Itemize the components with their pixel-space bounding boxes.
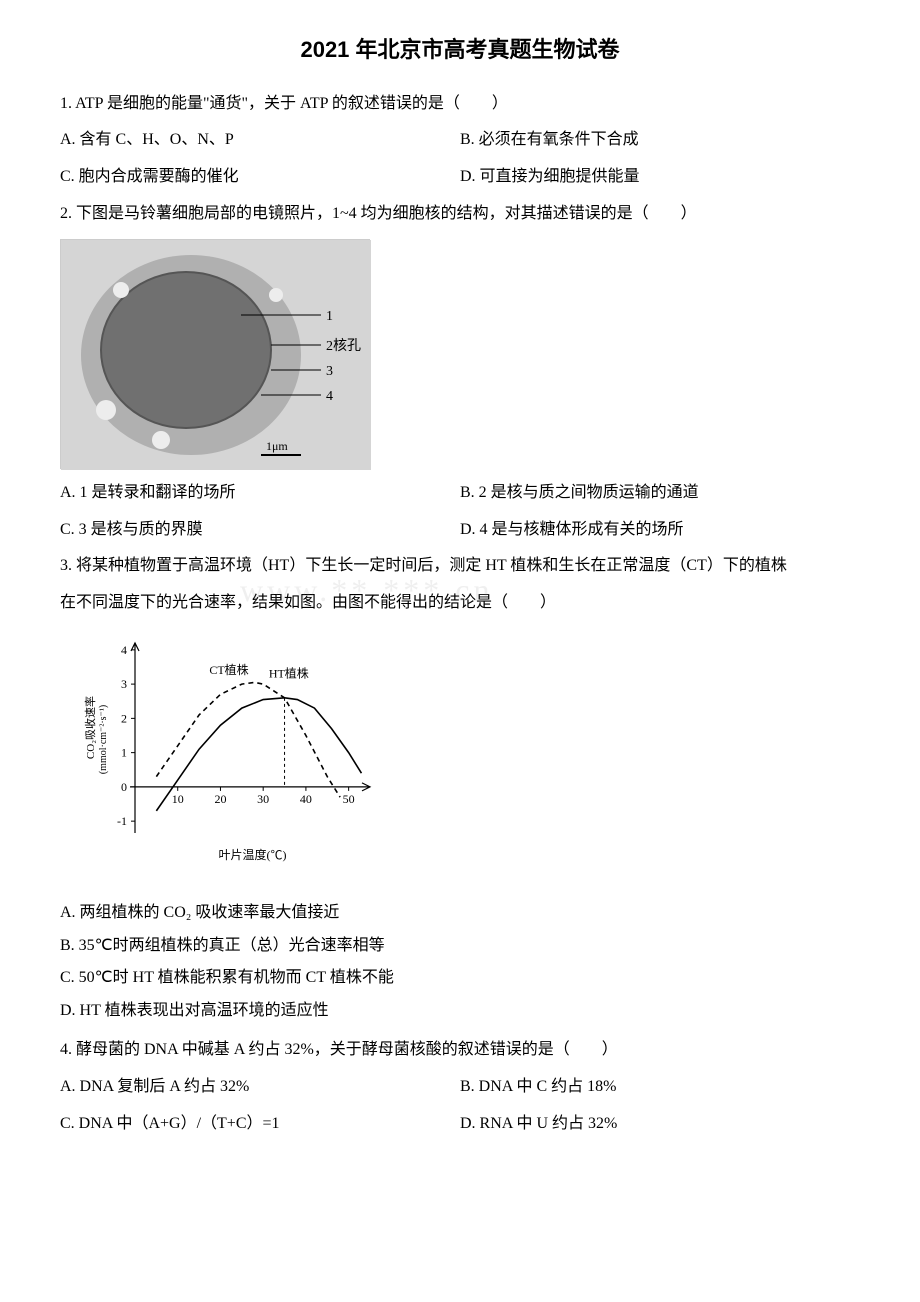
q4-opt-c: C. DNA 中（A+G）/（T+C）=1 <box>60 1110 460 1139</box>
svg-text:4: 4 <box>121 643 127 657</box>
cell-label-3: 3 <box>326 364 333 379</box>
q3-stem-a: 3. 将某种植物置于高温环境（HT）下生长一定时间后，测定 HT 植株和生长在正… <box>60 552 860 581</box>
svg-text:2: 2 <box>121 711 127 725</box>
q1-opt-a: A. 含有 C、H、O、N、P <box>60 126 460 155</box>
q1-opt-b: B. 必须在有氧条件下合成 <box>460 126 860 155</box>
q2-opts-row1: A. 1 是转录和翻译的场所 B. 2 是核与质之间物质运输的通道 <box>60 479 860 508</box>
q2-opts-row2: C. 3 是核与质的界膜 D. 4 是与核糖体形成有关的场所 <box>60 516 860 545</box>
svg-text:HT植株: HT植株 <box>269 665 309 680</box>
q1-opts-row2: C. 胞内合成需要酶的催化 D. 可直接为细胞提供能量 <box>60 163 860 192</box>
q4-opts-row2: C. DNA 中（A+G）/（T+C）=1 D. RNA 中 U 约占 32% <box>60 1110 860 1139</box>
q2-opt-b: B. 2 是核与质之间物质运输的通道 <box>460 479 860 508</box>
cell-label-2: 2核孔 <box>326 338 361 354</box>
q3-opt-c: C. 50℃时 HT 植株能积累有机物而 CT 植株不能 <box>60 964 860 993</box>
q3-stem-b: 在不同温度下的光合速率，结果如图。由图不能得出的结论是（ ） <box>60 589 860 618</box>
q4-opt-a: A. DNA 复制后 A 约占 32% <box>60 1073 460 1102</box>
svg-text:30: 30 <box>257 792 269 806</box>
scale-label: 1μm <box>266 439 288 453</box>
q2-opt-c: C. 3 是核与质的界膜 <box>60 516 460 545</box>
cell-svg: 1 2核孔 3 4 1μm <box>61 240 371 470</box>
svg-text:-1: -1 <box>117 814 127 828</box>
q2-opt-d: D. 4 是与核糖体形成有关的场所 <box>460 516 860 545</box>
page-title: 2021 年北京市高考真题生物试卷 <box>60 30 860 70</box>
q1-opt-d: D. 可直接为细胞提供能量 <box>460 163 860 192</box>
q2-opt-a: A. 1 是转录和翻译的场所 <box>60 479 460 508</box>
q1-opt-c: C. 胞内合成需要酶的催化 <box>60 163 460 192</box>
q4-opts-row1: A. DNA 复制后 A 约占 32% B. DNA 中 C 约占 18% <box>60 1073 860 1102</box>
q3-opt-d: D. HT 植株表现出对高温环境的适应性 <box>60 997 860 1026</box>
cell-label-1: 1 <box>326 309 333 324</box>
q4-opt-b: B. DNA 中 C 约占 18% <box>460 1073 860 1102</box>
q4-opt-d: D. RNA 中 U 约占 32% <box>460 1110 860 1139</box>
svg-text:叶片温度(℃): 叶片温度(℃) <box>219 847 287 862</box>
q2-stem: 2. 下图是马铃薯细胞局部的电镜照片，1~4 均为细胞核的结构，对其描述错误的是… <box>60 200 860 229</box>
svg-text:50: 50 <box>343 792 355 806</box>
svg-text:40: 40 <box>300 792 312 806</box>
svg-text:10: 10 <box>172 792 184 806</box>
svg-text:20: 20 <box>214 792 226 806</box>
q1-stem: 1. ATP 是细胞的能量"通货"，关于 ATP 的叙述错误的是（ ） <box>60 90 860 119</box>
q4-stem: 4. 酵母菌的 DNA 中碱基 A 约占 32%，关于酵母菌核酸的叙述错误的是（… <box>60 1036 860 1065</box>
cell-micrograph: 1 2核孔 3 4 1μm <box>60 239 370 469</box>
svg-text:1: 1 <box>121 746 127 760</box>
svg-text:(mmol·cm⁻²·s⁻¹): (mmol·cm⁻²·s⁻¹) <box>98 705 109 774</box>
q3-chart: -1 0 1 2 3 4 10 20 30 40 50 叶片温度(℃) CO₂吸收速率(mmol·cm⁻… <box>80 633 860 874</box>
svg-text:0: 0 <box>121 780 127 794</box>
svg-text:CO₂吸收速率: CO₂吸收速率 <box>83 696 97 759</box>
q3-opt-a: A. 两组植株的 CO₂ 吸收速率最大值接近 <box>60 899 860 928</box>
svg-text:3: 3 <box>121 677 127 691</box>
cell-label-4: 4 <box>326 389 333 404</box>
chart-svg: -1 0 1 2 3 4 10 20 30 40 50 叶片温度(℃) CO₂吸收速率(mmol·cm⁻… <box>80 633 380 863</box>
q1-opts-row1: A. 含有 C、H、O、N、P B. 必须在有氧条件下合成 <box>60 126 860 155</box>
svg-text:CT植株: CT植株 <box>209 662 248 677</box>
q3-opt-b: B. 35℃时两组植株的真正（总）光合速率相等 <box>60 932 860 961</box>
